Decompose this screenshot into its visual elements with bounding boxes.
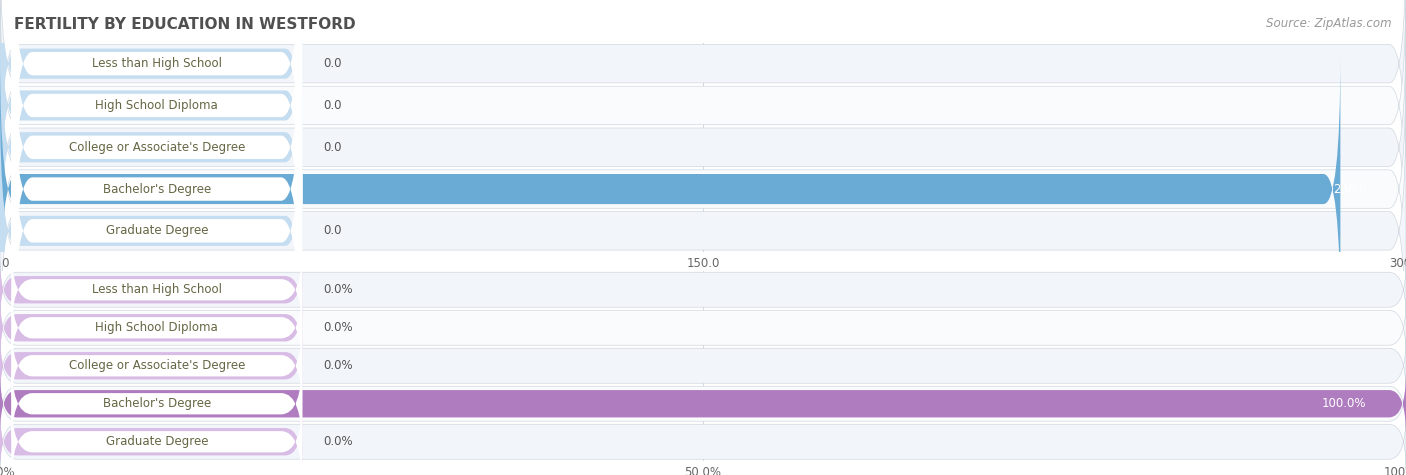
FancyBboxPatch shape [11,0,302,323]
Text: Bachelor's Degree: Bachelor's Degree [103,397,211,410]
Text: 100.0%: 100.0% [1322,397,1367,410]
Text: Bachelor's Degree: Bachelor's Degree [103,182,211,196]
FancyBboxPatch shape [11,55,302,407]
Text: 0.0: 0.0 [323,57,342,70]
FancyBboxPatch shape [0,334,302,398]
FancyBboxPatch shape [0,300,1406,356]
Text: Less than High School: Less than High School [91,283,222,296]
Text: Graduate Degree: Graduate Degree [105,224,208,238]
FancyBboxPatch shape [11,0,302,282]
FancyBboxPatch shape [0,0,302,199]
Text: 286.0: 286.0 [1333,182,1367,196]
FancyBboxPatch shape [0,0,302,241]
FancyBboxPatch shape [11,357,302,450]
FancyBboxPatch shape [0,338,1406,394]
FancyBboxPatch shape [0,414,1406,470]
Text: FERTILITY BY EDUCATION IN WESTFORD: FERTILITY BY EDUCATION IN WESTFORD [14,17,356,32]
Text: 0.0%: 0.0% [323,283,353,296]
FancyBboxPatch shape [0,54,1340,324]
FancyBboxPatch shape [0,100,1406,362]
FancyBboxPatch shape [0,372,1406,436]
FancyBboxPatch shape [0,95,302,366]
FancyBboxPatch shape [0,12,302,283]
FancyBboxPatch shape [0,296,302,360]
FancyBboxPatch shape [0,16,1406,278]
Text: 0.0%: 0.0% [323,321,353,334]
FancyBboxPatch shape [11,395,302,475]
Text: Graduate Degree: Graduate Degree [105,435,208,448]
Text: High School Diploma: High School Diploma [96,321,218,334]
Text: 0.0: 0.0 [323,224,342,238]
Text: Less than High School: Less than High School [91,57,222,70]
FancyBboxPatch shape [11,13,302,365]
FancyBboxPatch shape [0,376,1406,432]
FancyBboxPatch shape [0,410,302,474]
Text: 0.0%: 0.0% [323,435,353,448]
FancyBboxPatch shape [0,262,1406,318]
FancyBboxPatch shape [0,58,1406,320]
FancyBboxPatch shape [11,243,302,336]
Text: College or Associate's Degree: College or Associate's Degree [69,359,245,372]
FancyBboxPatch shape [11,0,302,240]
FancyBboxPatch shape [0,258,302,322]
FancyBboxPatch shape [0,0,1406,237]
Text: 0.0%: 0.0% [323,359,353,372]
Text: 0.0: 0.0 [323,99,342,112]
FancyBboxPatch shape [11,281,302,374]
Text: Source: ZipAtlas.com: Source: ZipAtlas.com [1267,17,1392,29]
FancyBboxPatch shape [11,319,302,412]
Text: College or Associate's Degree: College or Associate's Degree [69,141,245,154]
Text: High School Diploma: High School Diploma [96,99,218,112]
Text: 0.0: 0.0 [323,141,342,154]
FancyBboxPatch shape [0,0,1406,195]
